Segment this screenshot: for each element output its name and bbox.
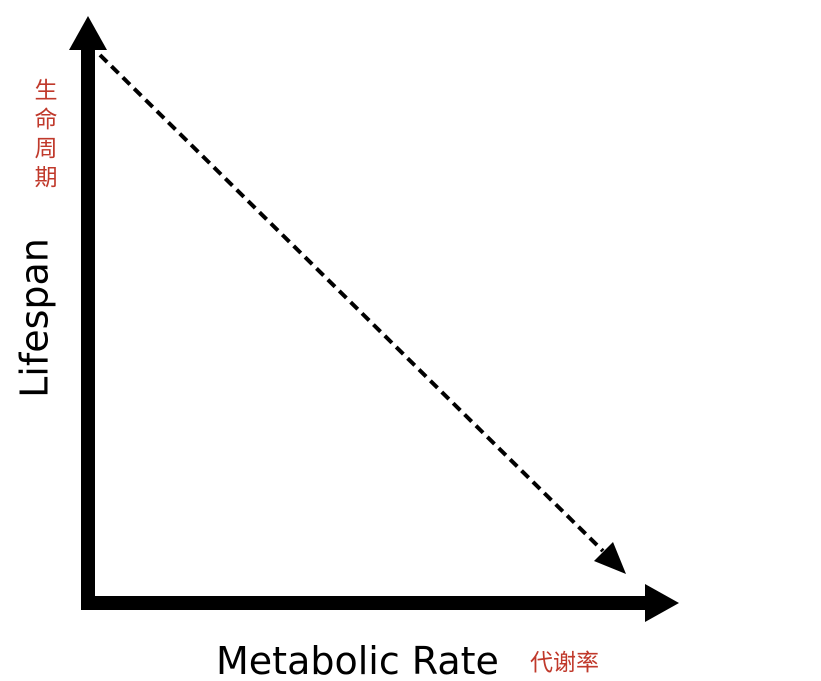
x-axis-arrowhead <box>645 584 679 622</box>
trend-arrowhead <box>594 542 626 574</box>
trend-line <box>98 53 605 553</box>
x-axis-label: Metabolic Rate <box>216 639 499 681</box>
y-axis-label: Lifespan <box>13 238 57 398</box>
y-axis-arrowhead <box>69 16 107 50</box>
y-axis-label-zh: 生命周期 <box>30 78 56 194</box>
x-axis-label-zh: 代谢率 <box>530 650 599 676</box>
